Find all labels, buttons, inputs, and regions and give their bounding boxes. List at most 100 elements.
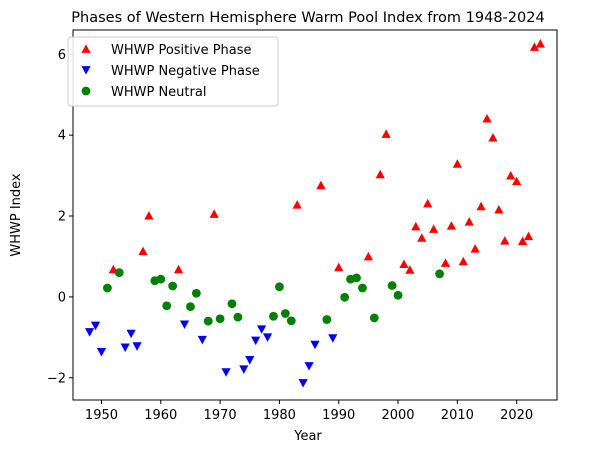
y-axis: −2 0 2 4 6: [47, 48, 73, 386]
data-point: [334, 262, 344, 272]
data-point: [144, 211, 154, 220]
data-point: [233, 312, 243, 322]
legend: WHWP Positive Phase WHWP Negative Phase …: [67, 36, 279, 107]
data-point: [340, 292, 350, 302]
data-point: [358, 283, 367, 293]
x-tick-label: 1970: [204, 408, 237, 423]
data-point: [423, 198, 433, 208]
data-point: [500, 236, 510, 245]
data-point: [310, 340, 320, 350]
legend-box: [67, 36, 279, 107]
data-point: [393, 290, 403, 300]
data-point: [215, 314, 225, 324]
x-axis: 1950 1960 1970 1980 1990 2000 2010 2020: [85, 400, 533, 423]
data-point: [138, 246, 148, 256]
data-point: [280, 309, 290, 318]
data-point: [96, 347, 107, 357]
legend-label-positive: WHWP Positive Phase: [111, 43, 252, 58]
data-point: [173, 264, 184, 274]
legend-marker-negative: [81, 66, 91, 75]
y-tick-label: 2: [58, 210, 66, 225]
data-point: [363, 251, 373, 261]
data-point: [482, 113, 492, 123]
data-point: [411, 221, 421, 231]
data-point: [405, 265, 415, 274]
data-point: [506, 170, 516, 180]
data-point: [470, 244, 480, 253]
data-point: [90, 321, 101, 331]
data-point: [257, 325, 267, 334]
data-point: [316, 180, 326, 190]
x-tick-label: 1980: [263, 408, 296, 423]
data-point: [286, 316, 296, 326]
data-point: [179, 320, 190, 329]
x-axis-label: Year: [293, 429, 322, 444]
x-tick-label: 1950: [85, 408, 118, 423]
data-point: [452, 159, 462, 168]
data-point: [221, 368, 231, 377]
y-tick-label: 4: [58, 129, 66, 144]
data-point: [440, 258, 451, 267]
data-point: [251, 336, 261, 346]
data-point: [197, 335, 207, 345]
data-point: [275, 282, 284, 292]
data-point: [162, 301, 172, 311]
data-point: [512, 176, 522, 186]
data-point: [245, 356, 255, 365]
series-positive: [108, 39, 545, 274]
data-point: [304, 362, 314, 371]
data-point: [446, 221, 457, 230]
y-tick-label: −2: [47, 371, 66, 386]
data-point: [399, 259, 409, 269]
series-neutral: [103, 268, 444, 326]
data-point: [488, 132, 498, 142]
data-point: [494, 204, 504, 214]
y-axis-label: WHWP Index: [9, 173, 24, 257]
data-point: [517, 236, 528, 245]
y-tick-label: 0: [58, 290, 66, 305]
x-tick-label: 1990: [322, 408, 355, 423]
data-point: [435, 269, 444, 279]
chart-title: Phases of Western Hemisphere Warm Pool I…: [71, 10, 544, 26]
x-tick-label: 2000: [381, 408, 414, 423]
data-point: [203, 316, 213, 326]
legend-marker-neutral: [81, 86, 91, 96]
data-point: [387, 281, 397, 290]
data-point: [227, 299, 237, 309]
data-point: [132, 342, 142, 351]
plot-marks: [85, 39, 545, 388]
data-point: [262, 333, 273, 342]
data-point: [239, 365, 249, 374]
data-point: [322, 315, 332, 324]
data-point: [458, 256, 468, 266]
y-tick-label: 6: [58, 48, 66, 63]
data-point: [352, 273, 361, 283]
data-point: [417, 233, 427, 242]
plot-frame: [72, 29, 558, 401]
data-point: [381, 129, 391, 138]
x-tick-label: 2010: [441, 408, 474, 423]
data-point: [476, 201, 486, 211]
data-point: [168, 281, 178, 291]
data-point: [103, 283, 112, 293]
legend-markers: [81, 44, 91, 96]
legend-label-neutral: WHWP Neutral: [111, 85, 206, 100]
data-point: [523, 231, 534, 241]
data-point: [298, 379, 308, 388]
x-tick-label: 2020: [500, 408, 533, 423]
x-tick-label: 1960: [144, 408, 177, 423]
data-point: [114, 268, 124, 278]
legend-label-negative: WHWP Negative Phase: [111, 64, 260, 79]
data-point: [375, 169, 385, 179]
data-point: [120, 343, 130, 353]
series-negative: [85, 320, 338, 388]
data-point: [535, 39, 545, 48]
data-point: [191, 288, 201, 298]
data-point: [429, 224, 439, 233]
data-point: [369, 313, 379, 323]
data-point: [292, 200, 302, 209]
data-point: [464, 217, 474, 226]
data-point: [328, 334, 338, 343]
data-point: [85, 328, 95, 337]
